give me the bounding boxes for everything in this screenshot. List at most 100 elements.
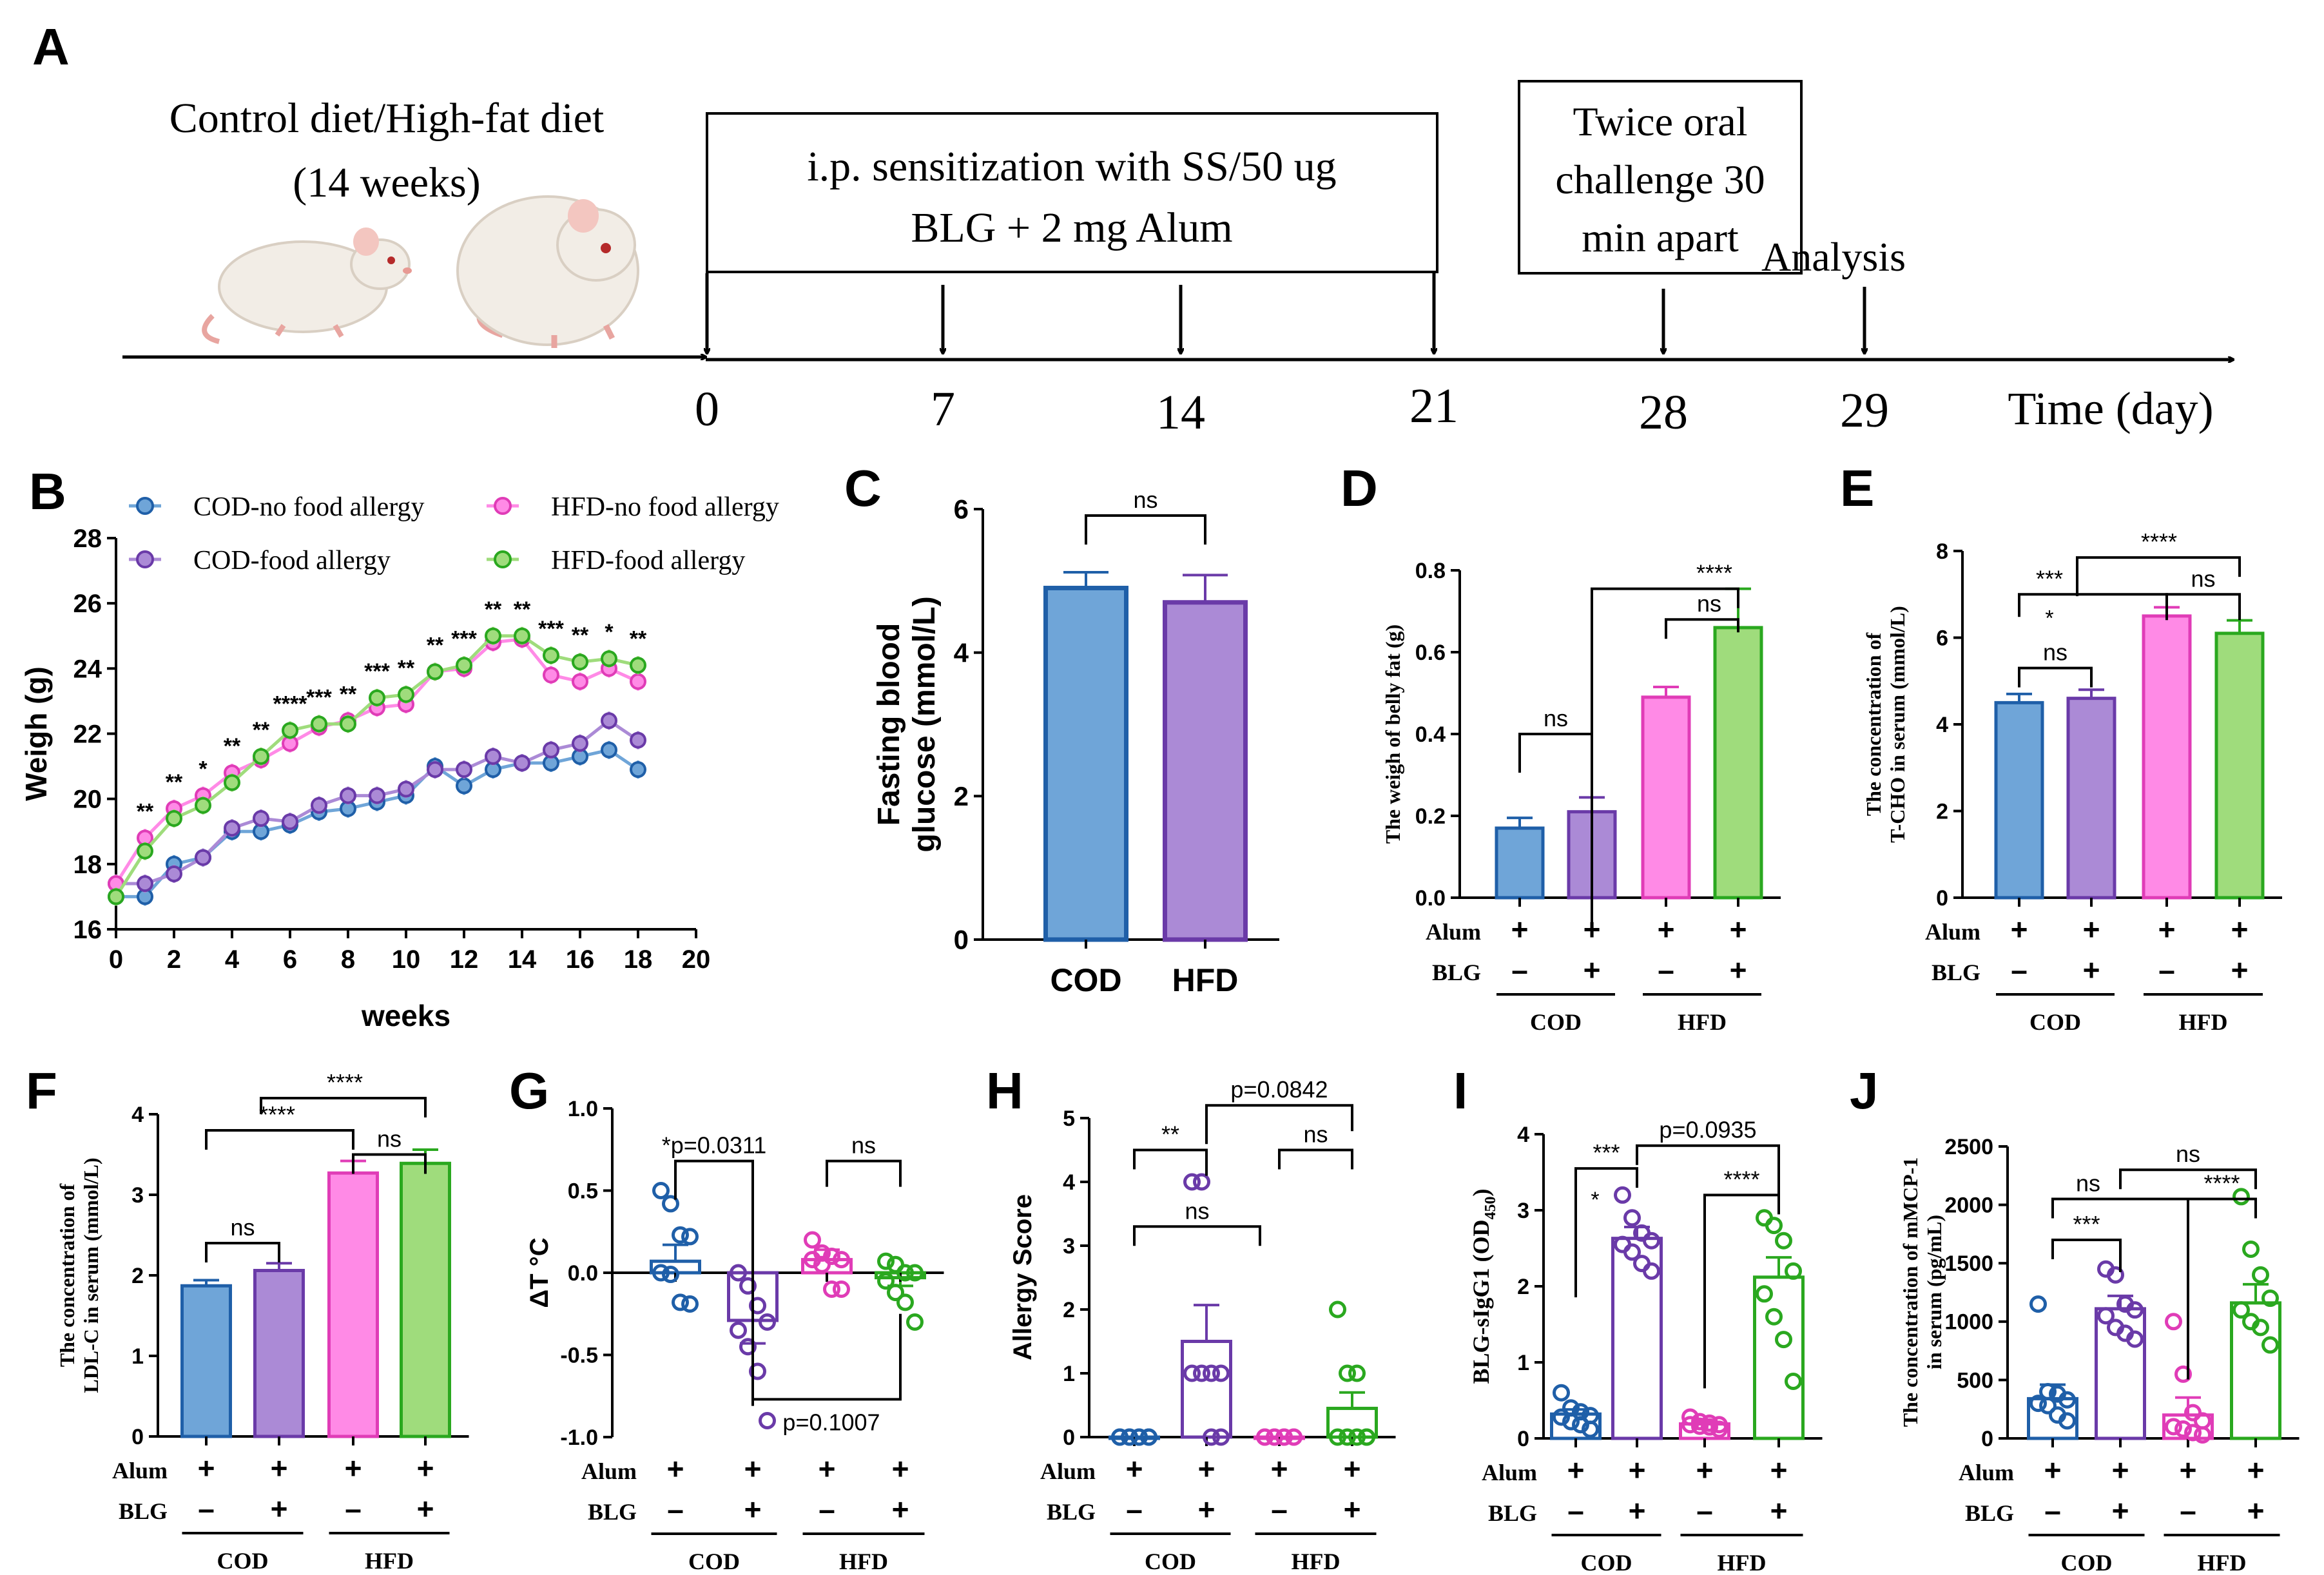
bar (1163, 600, 1248, 942)
alum-sign: + (1271, 1452, 1288, 1485)
significance-bracket (1278, 1148, 1353, 1170)
panel-label-g: G (509, 1062, 549, 1119)
x-tick-label: 18 (624, 945, 653, 974)
x-tick-label: 6 (283, 945, 297, 974)
panel-label-b: B (29, 463, 66, 520)
data-point (2107, 1266, 2124, 1284)
data-point (311, 715, 327, 733)
y-tick-label: 3 (131, 1183, 144, 1208)
significance-label: ** (1161, 1121, 1179, 1148)
cod-group-label: COD (217, 1548, 269, 1574)
data-point (1193, 1173, 1210, 1191)
data-point (195, 797, 211, 814)
data-point (2194, 1426, 2211, 1444)
blg-sign: – (1567, 1494, 1584, 1527)
blg-sign: – (2011, 953, 2028, 987)
data-point (601, 650, 617, 668)
bar (1713, 626, 1763, 900)
bar (1181, 1340, 1232, 1439)
bar (180, 1284, 232, 1438)
data-point (485, 748, 501, 765)
significance-marker: ** (572, 623, 589, 648)
data-point (1691, 1417, 1709, 1435)
data-point (427, 761, 443, 778)
bar (1495, 826, 1545, 900)
data-point (672, 1226, 689, 1244)
blg-sign: – (2158, 953, 2175, 987)
y-tick-label: 1000 (1944, 1310, 1993, 1335)
blg-sign: – (1271, 1493, 1288, 1526)
bar (2142, 614, 2192, 900)
y-tick-label: 0 (1517, 1427, 1529, 1451)
data-point (652, 1182, 670, 1199)
y-tick-label: 3 (1517, 1199, 1529, 1223)
data-point (833, 1251, 850, 1269)
hfd-group-label: HFD (839, 1549, 888, 1574)
alum-sign: + (2158, 913, 2176, 946)
significance-bracket (205, 1129, 354, 1150)
significance-label: p=0.0935 (1659, 1117, 1756, 1143)
y-tick-label: 4 (1517, 1123, 1529, 1147)
significance-bracket (2119, 1168, 2257, 1190)
data-point (1183, 1173, 1201, 1191)
mouse-icon-large (456, 195, 639, 348)
data-point (543, 741, 559, 759)
data-point (652, 1264, 670, 1282)
hfd-group-label: HFD (1292, 1549, 1341, 1574)
data-point (1183, 1364, 1201, 1382)
y-tick-label: 2 (131, 1264, 144, 1288)
significance-marker: ** (485, 597, 502, 622)
timeline-day-label: 14 (1156, 385, 1205, 440)
cod-group-label: COD (1530, 1009, 1582, 1035)
x-tick-label: 14 (508, 945, 537, 974)
data-point (2184, 1424, 2202, 1442)
timeline-day-label: 7 (931, 382, 955, 436)
x-axis-label: weeks (361, 999, 450, 1032)
blg-sign: + (2231, 953, 2249, 987)
alum-sign: + (1344, 1452, 1361, 1485)
data-point (906, 1264, 924, 1282)
x-tick-label: 0 (109, 945, 123, 974)
data-point (823, 1280, 840, 1298)
y-tick-label: 0 (1063, 1425, 1075, 1450)
alum-sign: + (1198, 1452, 1215, 1485)
glucose-bar-chart: 0 2 4 6 COD HFD ns Fasting blood glucose (mmol/L… (872, 487, 1279, 998)
alum-sign: + (2083, 913, 2100, 946)
y-tick-label: 5 (1063, 1106, 1075, 1131)
y-axis-label: T-CHO in serum (mmol/L) (1886, 606, 1909, 843)
significance-label: ns (1133, 487, 1157, 513)
challenge-line1: Twice oral (1573, 99, 1748, 144)
y-tick-label: 2 (1063, 1298, 1075, 1322)
x-tick-label: 10 (392, 945, 421, 974)
blg-row-label: BLG (1932, 960, 1980, 985)
data-point (224, 820, 240, 837)
data-point (1681, 1408, 1699, 1426)
significance-bracket (1636, 1144, 1780, 1194)
data-point (630, 673, 646, 690)
alum-sign: + (744, 1452, 762, 1485)
significance-bracket (1085, 514, 1206, 545)
blg-sign: + (2083, 953, 2100, 987)
y-axis-label: ΔT °C (525, 1237, 554, 1308)
significance-bracket (826, 1159, 902, 1187)
significance-label: ns (230, 1214, 255, 1241)
panel-i: I 0 1 2 3 4 Alum BLG + – + + + – + + COD HFD BLG-sIgG1 (O… (1453, 1062, 1823, 1575)
y-axis-label: Weigh (g) (19, 666, 53, 801)
data-point (1275, 1428, 1293, 1446)
alum-sign: + (667, 1452, 684, 1485)
data-point (1785, 1373, 1802, 1390)
significance-marker: ** (630, 626, 647, 651)
data-point (1348, 1364, 1366, 1382)
data-point (282, 813, 298, 831)
alum-row-label: Alum (1040, 1458, 1096, 1484)
data-point (456, 657, 472, 674)
data-point (906, 1313, 924, 1331)
blg-row-label: BLG (588, 1499, 637, 1525)
blg-sign: + (271, 1492, 288, 1525)
diet-label-line1: Control diet/High-fat diet (169, 95, 605, 142)
legend-marker (136, 497, 154, 515)
y-axis-label: glucose (mmol/L) (907, 596, 942, 852)
data-point (2242, 1240, 2260, 1258)
data-point (137, 875, 153, 893)
timeline-arrows (707, 273, 1864, 353)
